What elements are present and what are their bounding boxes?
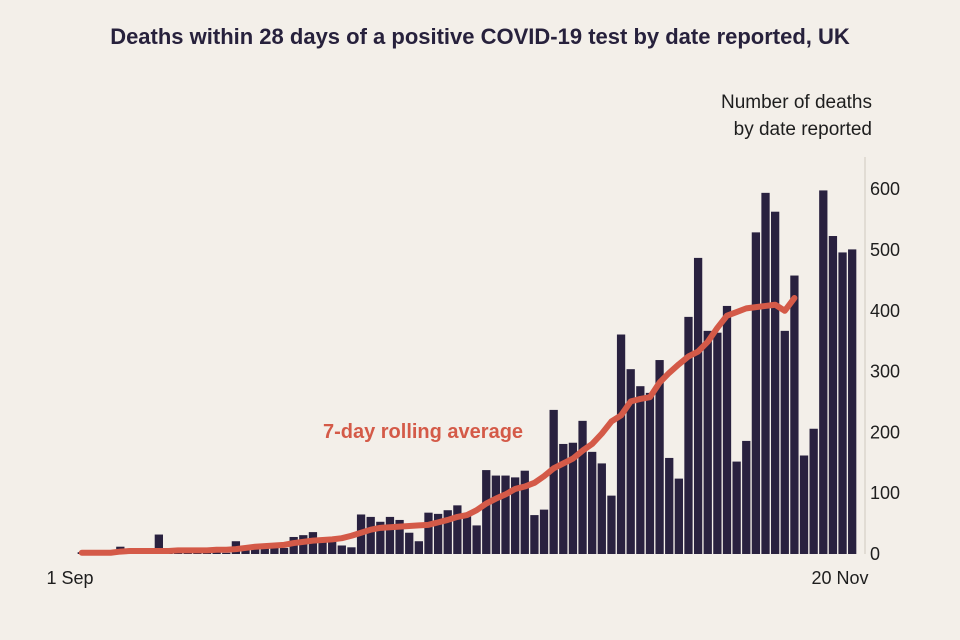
bar — [337, 545, 346, 554]
bar — [616, 334, 626, 554]
bar — [385, 516, 395, 554]
bar — [626, 369, 635, 554]
bar — [453, 505, 462, 554]
bar — [645, 392, 655, 554]
bar — [655, 360, 664, 554]
bar — [443, 510, 452, 554]
bar — [222, 552, 231, 554]
bar — [674, 478, 683, 554]
bar — [279, 547, 289, 554]
bar — [472, 525, 481, 554]
bar — [568, 442, 578, 554]
bar — [395, 519, 404, 554]
bar — [318, 538, 327, 554]
bar — [751, 232, 761, 554]
bar — [780, 330, 789, 554]
y-tick-label: 200 — [870, 422, 900, 442]
bar — [742, 440, 751, 554]
y-tick-label: 0 — [870, 544, 880, 564]
bar — [376, 521, 385, 554]
bar — [684, 316, 693, 554]
bar — [732, 461, 741, 554]
y-tick-label: 300 — [870, 362, 900, 382]
bar — [848, 249, 857, 554]
bar — [539, 509, 549, 554]
bar — [549, 409, 558, 554]
bar — [722, 305, 732, 554]
bars-group — [77, 190, 857, 555]
rolling-average-annotation: 7-day rolling average — [323, 421, 523, 443]
bar — [328, 541, 337, 554]
bar — [366, 516, 375, 554]
bar — [482, 470, 491, 554]
bar — [414, 541, 423, 554]
bar — [790, 275, 799, 554]
chart-title: Deaths within 28 days of a positive COVI… — [110, 24, 850, 49]
bar — [828, 236, 838, 554]
bar — [520, 470, 529, 554]
y-ticks-group: 0 100 200 300 400 500 600 — [870, 179, 900, 564]
y-axis-label-line-1: Number of deaths — [720, 92, 872, 113]
y-axis-label-line-2: by date reported — [733, 119, 872, 140]
bar — [270, 545, 279, 554]
bar — [405, 532, 414, 554]
bar — [501, 475, 510, 554]
bar — [713, 332, 722, 554]
bar — [588, 451, 597, 554]
bar — [530, 515, 539, 554]
bar — [251, 547, 260, 554]
bar — [607, 495, 616, 554]
bar — [819, 190, 828, 555]
bar — [347, 547, 356, 554]
bar — [665, 457, 674, 554]
bar — [462, 515, 472, 554]
bar — [154, 534, 163, 554]
bar — [809, 428, 818, 554]
y-tick-label: 400 — [870, 301, 900, 321]
bar — [771, 211, 780, 554]
bar — [761, 192, 770, 554]
bar — [511, 477, 520, 554]
bar — [578, 420, 587, 554]
bar — [703, 330, 712, 554]
bar — [559, 443, 568, 554]
bar — [799, 455, 809, 554]
x-tick-label-end: 20 Nov — [811, 568, 868, 588]
bar — [260, 546, 269, 554]
rolling-average-line — [78, 295, 798, 556]
y-tick-label: 600 — [870, 179, 900, 199]
bar — [491, 475, 501, 554]
y-tick-label: 100 — [870, 483, 900, 503]
bar — [693, 257, 703, 554]
bar — [636, 386, 645, 554]
bar — [597, 463, 606, 554]
bar — [838, 252, 847, 554]
bar — [433, 513, 443, 554]
bar — [424, 512, 433, 554]
y-tick-label: 500 — [870, 240, 900, 260]
x-tick-label-start: 1 Sep — [46, 568, 93, 588]
